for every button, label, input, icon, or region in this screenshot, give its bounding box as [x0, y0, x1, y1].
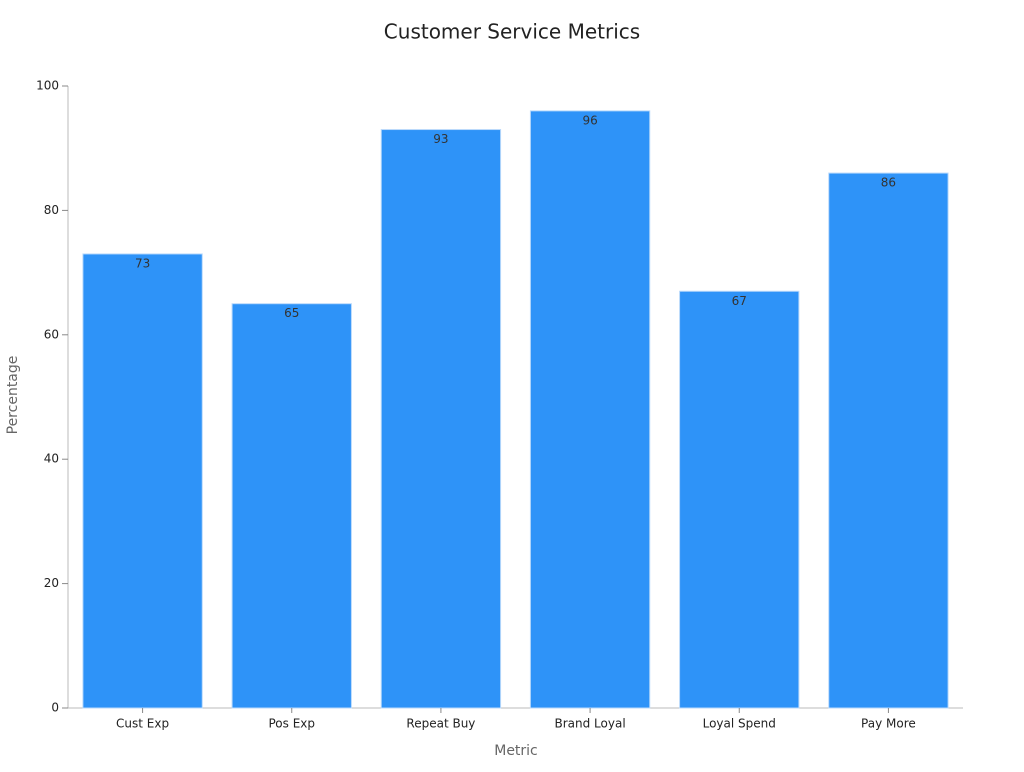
- x-tick-label: Loyal Spend: [703, 717, 776, 731]
- y-tick-label: 40: [44, 452, 59, 466]
- value-label: 96: [582, 113, 597, 127]
- y-tick-label: 60: [44, 327, 59, 341]
- x-tick-label: Cust Exp: [116, 717, 169, 731]
- x-tick-label: Brand Loyal: [554, 717, 625, 731]
- y-tick-label: 80: [44, 203, 59, 217]
- bar: [82, 253, 203, 709]
- y-axis-title: Percentage: [5, 356, 21, 435]
- value-label: 65: [284, 306, 299, 320]
- bar: [231, 303, 352, 709]
- x-tick-label: Repeat Buy: [406, 717, 475, 731]
- value-label: 67: [732, 294, 747, 308]
- value-label: 86: [881, 176, 896, 190]
- x-axis-title: Metric: [494, 743, 538, 759]
- y-tick-label: 100: [36, 79, 59, 93]
- bar: [380, 129, 502, 709]
- value-label: 93: [433, 132, 448, 146]
- chart-title: Customer Service Metrics: [384, 20, 640, 44]
- y-tick-label: 20: [44, 576, 59, 590]
- y-tick-label: 0: [51, 701, 59, 715]
- x-tick-label: Pos Exp: [268, 717, 315, 731]
- value-label: 73: [135, 256, 150, 270]
- x-tick-label: Pay More: [861, 717, 916, 731]
- bar: [679, 290, 800, 709]
- bar: [529, 110, 651, 709]
- bar: [828, 172, 949, 709]
